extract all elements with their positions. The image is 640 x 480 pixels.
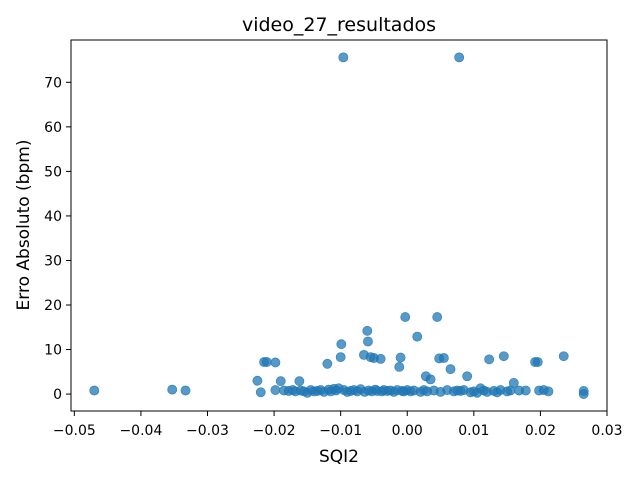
y-tick-label-3: 30	[44, 253, 62, 269]
data-point-68	[425, 374, 436, 385]
x-tick-label-5: 0.00	[392, 423, 423, 439]
data-point-56	[395, 352, 406, 363]
data-point-92	[498, 351, 509, 362]
y-tick-label-5: 50	[44, 164, 62, 180]
data-point-1	[167, 384, 178, 395]
x-axis-ticks: −0.05 −0.04 −0.03 −0.02 −0.01 0.00 0.01 0.02 0.0…	[53, 411, 623, 439]
x-tick-label-4: −0.01	[319, 423, 362, 439]
data-point-8	[270, 385, 281, 395]
y-tick-label-2: 20	[44, 298, 62, 314]
y-tick-label-6: 60	[44, 120, 62, 136]
data-point-31	[338, 52, 349, 63]
y-tick-label-0: 0	[53, 387, 62, 403]
data-point-55	[394, 362, 405, 372]
x-tick-label-2: −0.03	[186, 423, 229, 439]
data-point-97	[520, 385, 531, 396]
data-point-9	[275, 376, 286, 387]
data-point-59	[400, 312, 411, 322]
data-point-30	[336, 339, 347, 350]
data-point-5	[261, 357, 272, 367]
y-tick-label-4: 40	[44, 209, 62, 225]
data-point-14	[294, 376, 305, 387]
chart-title: video_27_resultados	[242, 14, 436, 36]
data-point-2	[180, 385, 191, 396]
plot-area-frame	[70, 39, 608, 412]
data-point-88	[484, 354, 495, 365]
data-point-75	[445, 364, 456, 375]
y-tick-label-1: 10	[44, 343, 62, 359]
y-tick-label-7: 70	[44, 75, 62, 91]
data-point-105	[578, 389, 589, 399]
data-point-6	[255, 387, 266, 398]
data-point-41	[363, 336, 373, 347]
data-point-102	[543, 386, 554, 397]
data-point-48	[375, 353, 386, 364]
x-axis-label: SQI2	[319, 447, 359, 467]
data-point-81	[462, 371, 473, 382]
y-axis-ticks: 0 10 20 30 40 50 60 70	[44, 75, 71, 403]
data-point-73	[438, 353, 449, 363]
x-tick-label-0: −0.05	[53, 423, 96, 439]
data-point-103	[558, 351, 569, 362]
data-point-63	[412, 331, 423, 342]
x-tick-label-3: −0.02	[253, 423, 296, 439]
data-point-70	[432, 312, 443, 322]
x-tick-label-6: 0.01	[458, 423, 489, 439]
x-tick-label-7: 0.02	[525, 423, 556, 439]
data-points	[89, 52, 589, 399]
y-axis-label: Erro Absoluto (bpm)	[14, 140, 34, 311]
data-point-0	[89, 385, 100, 396]
data-point-78	[454, 52, 465, 63]
data-point-23	[322, 358, 333, 369]
data-point-40	[362, 325, 373, 336]
data-point-29	[335, 352, 346, 363]
data-point-95	[508, 378, 519, 388]
data-point-99	[532, 357, 543, 367]
x-tick-label-1: −0.04	[119, 423, 162, 439]
x-tick-label-8: 0.03	[591, 423, 622, 439]
data-point-7	[270, 357, 281, 368]
data-point-3	[252, 375, 263, 386]
